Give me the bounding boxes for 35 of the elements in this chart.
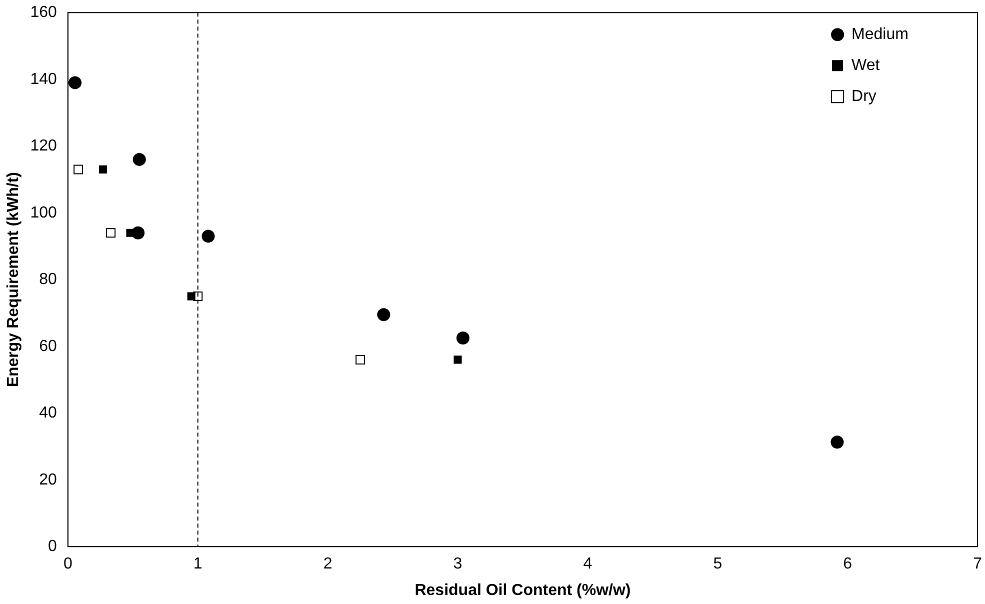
x-tick-label: 4 (583, 556, 592, 573)
point (202, 230, 215, 243)
point (132, 226, 145, 240)
x-tick-label: 3 (453, 556, 462, 573)
point (98, 165, 108, 174)
x-tick-label: 2 (323, 556, 332, 573)
y-tick-label: 0 (48, 538, 57, 556)
y-tick-label: 120 (30, 138, 57, 155)
y-tick-label: 160 (30, 4, 57, 22)
point (187, 292, 196, 300)
point (356, 354, 366, 364)
y-tick-label: 60 (39, 338, 57, 355)
y-tick-label: 140 (30, 70, 57, 88)
legend-label: Wet (852, 57, 880, 74)
x-tick-label: 1 (193, 556, 202, 573)
point (106, 228, 116, 238)
point (377, 308, 390, 322)
y-tick-label: 20 (39, 471, 57, 488)
y-tick-label: 100 (30, 204, 57, 222)
x-tick-label: 0 (63, 556, 72, 573)
x-tick-label: 6 (843, 556, 852, 573)
y-tick-label: 40 (39, 404, 57, 422)
y-axis-title: Energy Requirement (kWh/t) (5, 172, 22, 388)
x-axis-title: Residual Oil Content (%w/w) (414, 582, 631, 599)
point (830, 436, 844, 449)
y-tick-label: 80 (39, 271, 57, 288)
x-tick-label: 5 (713, 556, 722, 573)
point (132, 152, 146, 166)
point (456, 332, 470, 345)
legend-label: Dry (852, 88, 876, 106)
x-tick-label: 7 (973, 556, 982, 573)
point (68, 76, 82, 90)
point (74, 164, 84, 174)
point (454, 356, 462, 364)
legend-label: Medium (852, 26, 908, 44)
